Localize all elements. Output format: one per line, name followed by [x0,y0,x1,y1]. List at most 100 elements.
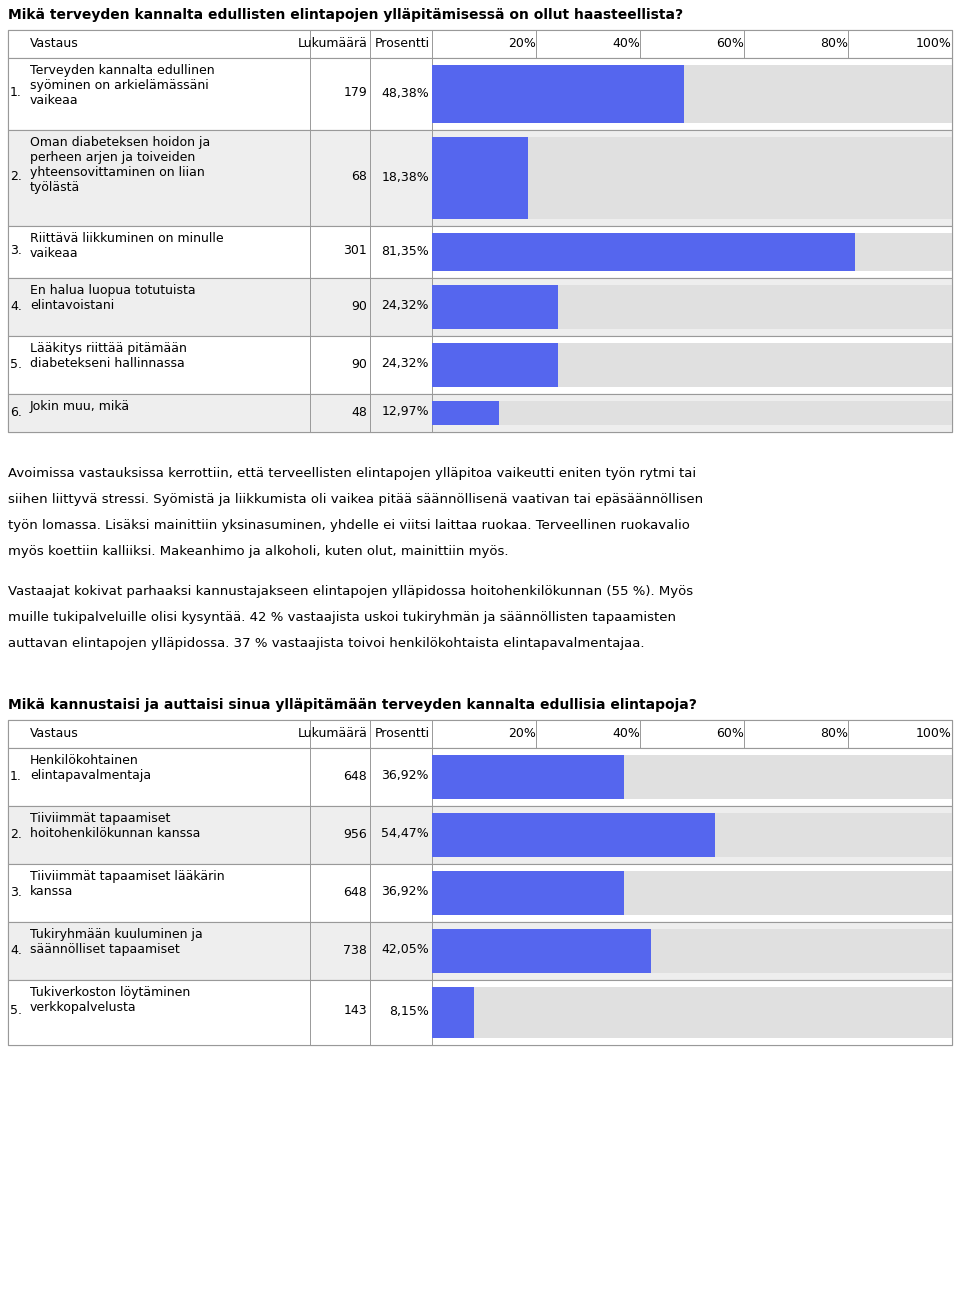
Text: 5.: 5. [10,358,22,371]
Text: 12,97%: 12,97% [381,406,429,419]
Text: 179: 179 [344,87,367,100]
Text: 143: 143 [344,1004,367,1018]
Text: 60%: 60% [716,38,744,51]
Text: Vastaus: Vastaus [30,728,79,741]
Text: 648: 648 [344,886,367,899]
Text: 2.: 2. [10,827,22,840]
Text: Jokin muu, mikä: Jokin muu, mikä [30,399,131,412]
Text: 20%: 20% [508,728,536,741]
Text: Mikä kannustaisi ja auttaisi sinua ylläpitämään terveyden kannalta edullisia eli: Mikä kannustaisi ja auttaisi sinua ylläp… [8,698,697,712]
Text: 68: 68 [351,170,367,183]
Bar [432,401,499,425]
Bar [432,755,952,799]
Bar [432,872,952,914]
Bar [8,981,952,1045]
Text: 956: 956 [344,827,367,840]
Bar [432,929,952,973]
Text: Tiiviimmät tapaamiset lääkärin
kanssa: Tiiviimmät tapaamiset lääkärin kanssa [30,870,225,898]
Bar [8,748,952,805]
Text: 1.: 1. [10,87,22,100]
Text: 40%: 40% [612,728,640,741]
Text: Terveyden kannalta edullinen
syöminen on arkielämässäni
vaikeaa: Terveyden kannalta edullinen syöminen on… [30,64,215,106]
Bar [432,929,651,973]
Text: 301: 301 [344,245,367,258]
Text: Avoimissa vastauksissa kerrottiin, että terveellisten elintapojen ylläpitoa vaik: Avoimissa vastauksissa kerrottiin, että … [8,467,696,480]
Bar [8,720,952,1045]
Text: Tiiviimmät tapaamiset
hoitohenkilökunnan kanssa: Tiiviimmät tapaamiset hoitohenkilökunnan… [30,812,201,840]
Bar [432,342,952,387]
Bar [432,285,952,329]
Text: muille tukipalveluille olisi kysyntää. 42 % vastaajista uskoi tukiryhmän ja sään: muille tukipalveluille olisi kysyntää. 4… [8,611,676,624]
Text: 8,15%: 8,15% [389,1004,429,1018]
Text: 48: 48 [351,406,367,419]
Text: 40%: 40% [612,38,640,51]
Bar [8,805,952,864]
Text: Henkilökohtainen
elintapavalmentaja: Henkilökohtainen elintapavalmentaja [30,754,151,782]
Text: 81,35%: 81,35% [381,245,429,258]
Text: 80%: 80% [820,728,848,741]
Text: 648: 648 [344,769,367,782]
Bar [432,342,559,387]
Text: 24,32%: 24,32% [381,358,429,371]
Text: 1.: 1. [10,769,22,782]
Bar [432,65,684,123]
Bar [8,226,952,278]
Text: siihen liittyvä stressi. Syömistä ja liikkumista oli vaikea pitää säännöllisenä : siihen liittyvä stressi. Syömistä ja lii… [8,493,703,506]
Bar [8,58,952,130]
Bar [8,394,952,432]
Bar [432,285,559,329]
Text: En halua luopua totutuista
elintavoistani: En halua luopua totutuista elintavoistan… [30,284,196,313]
Bar [432,987,952,1038]
Text: Lääkitys riittää pitämään
diabetekseni hallinnassa: Lääkitys riittää pitämään diabetekseni h… [30,342,187,370]
Text: 2.: 2. [10,170,22,183]
Text: 24,32%: 24,32% [381,300,429,313]
Bar [8,336,952,394]
Text: 36,92%: 36,92% [381,886,429,899]
Bar [432,987,474,1038]
Text: myös koettiin kalliiksi. Makeanhimo ja alkoholi, kuten olut, mainittiin myös.: myös koettiin kalliiksi. Makeanhimo ja a… [8,545,509,558]
Bar [432,65,952,123]
Text: 36,92%: 36,92% [381,769,429,782]
Text: 4.: 4. [10,300,22,313]
Text: 80%: 80% [820,38,848,51]
Bar [432,755,624,799]
Text: 90: 90 [351,300,367,313]
Text: Riittävä liikkuminen on minulle
vaikeaa: Riittävä liikkuminen on minulle vaikeaa [30,232,224,259]
Text: Lukumäärä: Lukumäärä [299,728,368,741]
Bar [432,233,855,271]
Text: auttavan elintapojen ylläpidossa. 37 % vastaajista toivoi henkilökohtaista elint: auttavan elintapojen ylläpidossa. 37 % v… [8,637,644,650]
Text: työn lomassa. Lisäksi mainittiin yksinasuminen, yhdelle ei viitsi laittaa ruokaa: työn lomassa. Lisäksi mainittiin yksinas… [8,519,690,532]
Text: 60%: 60% [716,728,744,741]
Text: Prosentti: Prosentti [374,38,430,51]
Bar [8,130,952,226]
Bar [432,813,952,857]
Text: Tukiverkoston löytäminen
verkkopalvelusta: Tukiverkoston löytäminen verkkopalvelust… [30,986,190,1014]
Bar [8,720,952,748]
Bar [432,872,624,914]
Text: 18,38%: 18,38% [381,170,429,183]
Text: 20%: 20% [508,38,536,51]
Bar [8,30,952,432]
Text: 42,05%: 42,05% [381,943,429,956]
Text: Prosentti: Prosentti [374,728,430,741]
Text: 54,47%: 54,47% [381,827,429,840]
Text: Tukiryhmään kuuluminen ja
säännölliset tapaamiset: Tukiryhmään kuuluminen ja säännölliset t… [30,927,203,956]
Bar [8,30,952,58]
Text: Vastaus: Vastaus [30,38,79,51]
Text: 100%: 100% [916,38,952,51]
Bar [8,922,952,981]
Text: 6.: 6. [10,406,22,419]
Bar [432,137,528,219]
Bar [432,813,715,857]
Bar [8,278,952,336]
Text: 5.: 5. [10,1004,22,1018]
Text: 3.: 3. [10,886,22,899]
Text: Lukumäärä: Lukumäärä [299,38,368,51]
Bar [432,137,952,219]
Text: 738: 738 [343,943,367,956]
Text: 100%: 100% [916,728,952,741]
Text: 4.: 4. [10,943,22,956]
Text: 90: 90 [351,358,367,371]
Bar [432,233,952,271]
Text: Mikä terveyden kannalta edullisten elintapojen ylläpitämisessä on ollut haasteel: Mikä terveyden kannalta edullisten elint… [8,8,684,22]
